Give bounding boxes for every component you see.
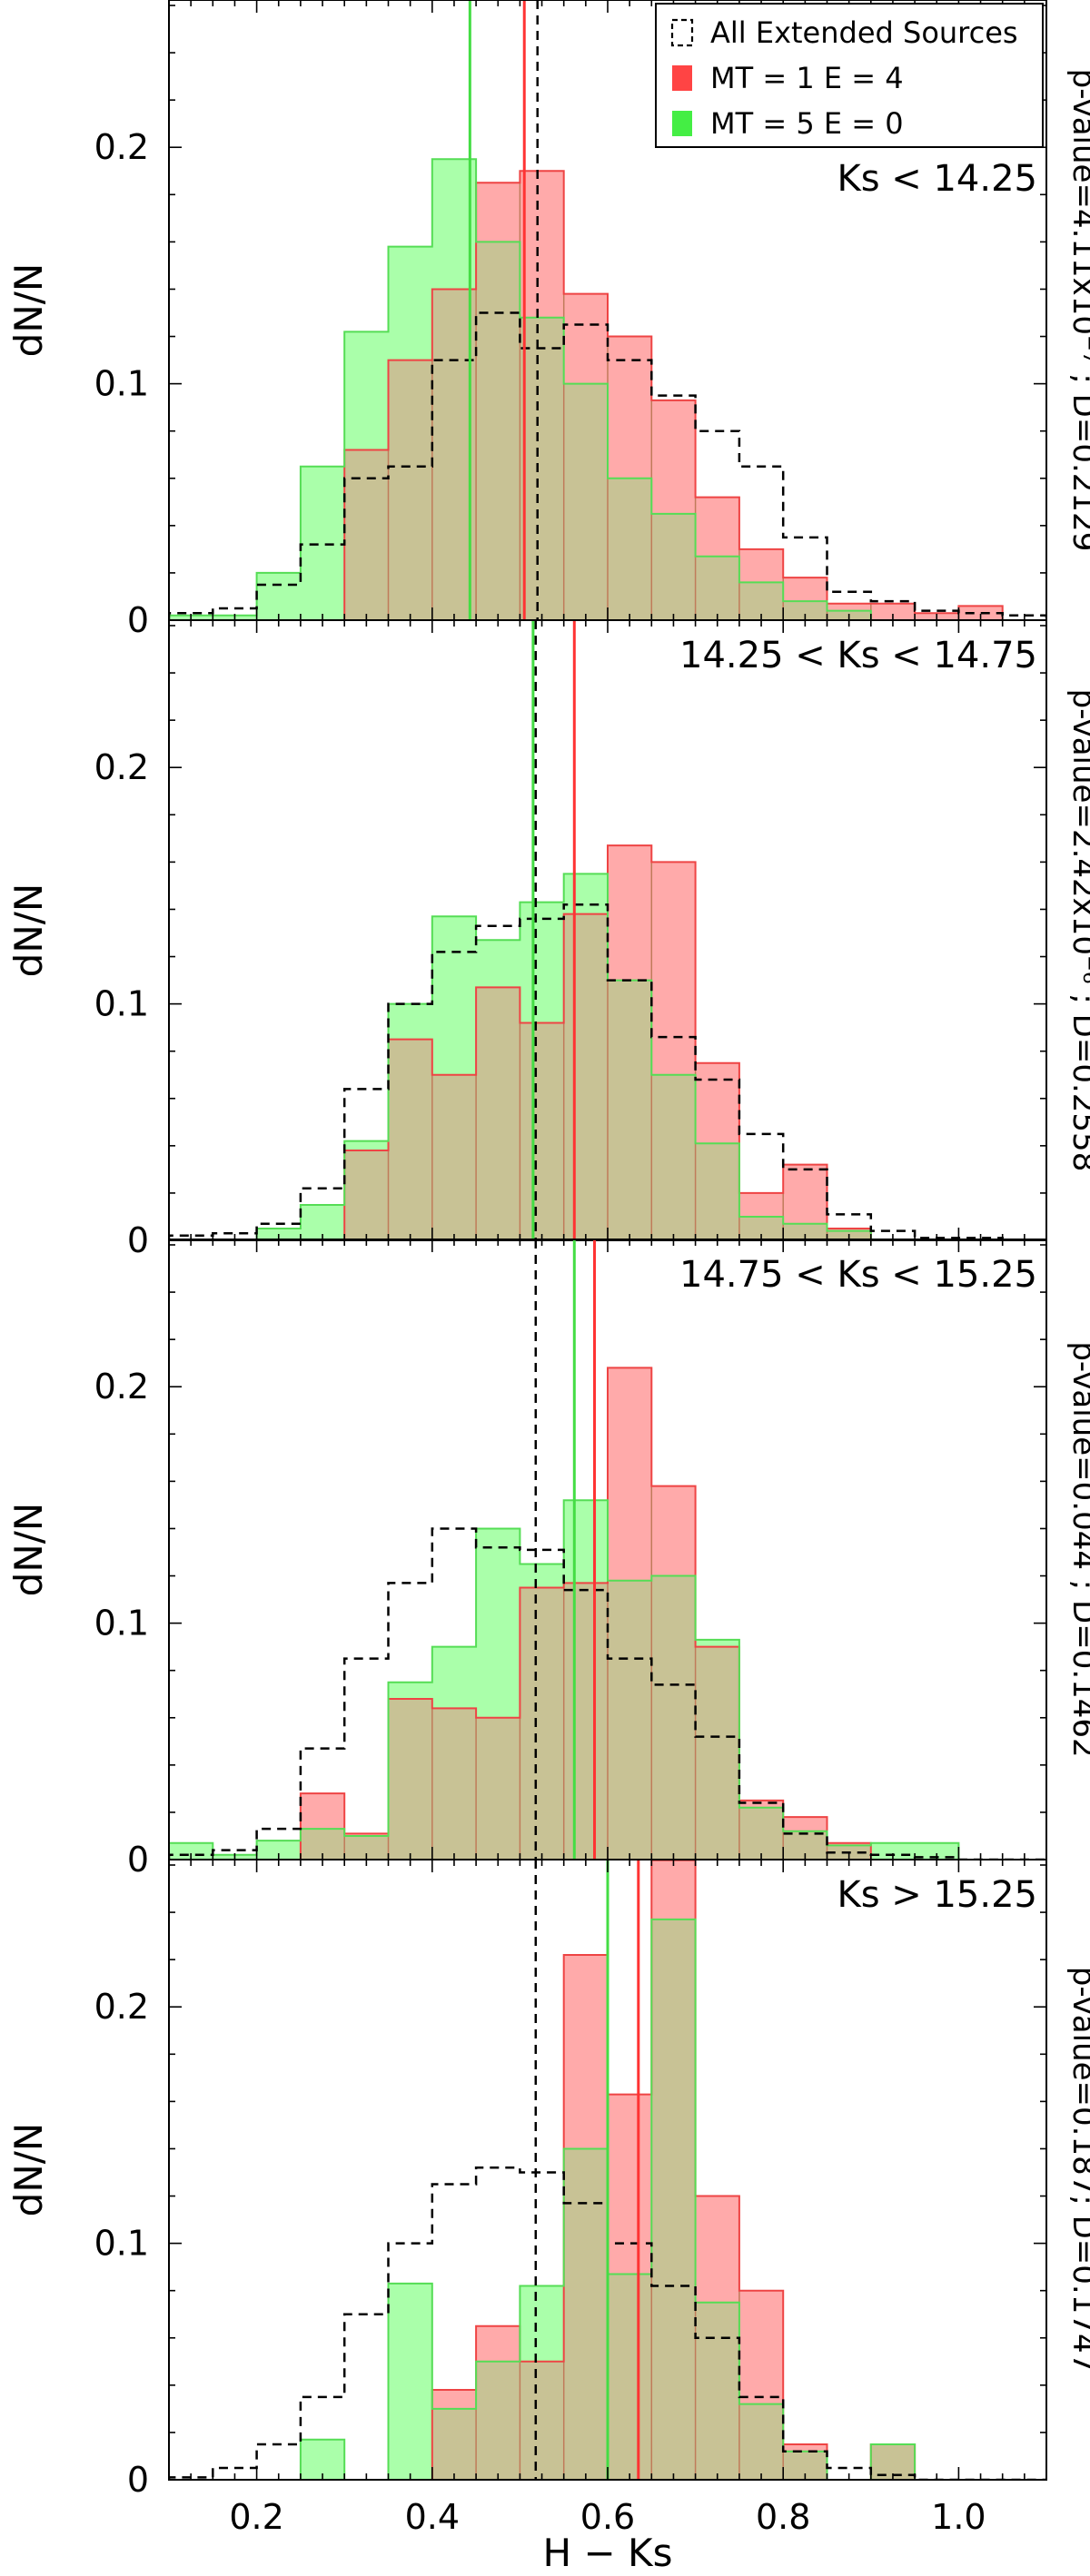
all-sources-dashed-outline (169, 2166, 1046, 2480)
legend-swatch-green (672, 111, 692, 136)
plot-area (169, 620, 1046, 1240)
panel-magnitude-label: Ks > 15.25 (837, 1874, 1037, 1916)
y-tick-label: 0 (127, 1220, 149, 1260)
y-tick-label: 0.1 (94, 364, 149, 404)
y-tick-label: 0.2 (94, 1987, 149, 2027)
panels-group: 0 0.1 0.2 dN/N Ks < 14.25 p-value=4.11x10⁻⁷ ;… (6, 0, 1090, 2537)
panel-4: 0 0.1 0.2 dN/N Ks > 15.25 p-value=0.187; D=0.… (6, 1859, 1090, 2537)
ks-test-stat-label: p-value=0.187; D=0.1747 (1065, 1967, 1090, 2374)
y-axis-title: dN/N (6, 2123, 51, 2217)
legend-swatch-red (672, 65, 692, 91)
all-sources-dashed-outline (169, 311, 1046, 620)
y-tick-label: 0.2 (94, 1367, 149, 1406)
y-axis-title: dN/N (6, 263, 51, 358)
legend-swatch-all-sources (670, 18, 694, 47)
panel-2: 0 0.1 0.2 dN/N 14.25 < Ks < 14.75 p-value=2.4… (6, 619, 1090, 1260)
ks-test-stat-label: p-value=2.42x10⁻⁶ ; D=0.2558 (1065, 689, 1090, 1172)
plot-area (169, 0, 1046, 620)
ks-test-stat-label: p-value=4.11x10⁻⁷ ; D=0.2129 (1065, 69, 1090, 552)
plot-area (169, 1860, 1046, 2480)
y-tick-label: 0.1 (94, 1604, 149, 1643)
plot-area (169, 1239, 1046, 1860)
green-hist-outline (169, 1499, 1046, 1860)
x-tick-label: 1.0 (931, 2497, 986, 2537)
legend-box (655, 3, 1044, 148)
y-tick-label: 0.1 (94, 2224, 149, 2264)
x-tick-label: 0.2 (229, 2497, 283, 2537)
panel-magnitude-label: Ks < 14.25 (837, 158, 1037, 200)
y-tick-label: 0.2 (94, 127, 149, 167)
red-hist-outline (169, 1367, 1046, 1860)
legend-label: MT = 1 E = 4 (710, 61, 904, 95)
y-tick-label: 0 (127, 2460, 149, 2500)
x-tick-label: 0.8 (756, 2497, 810, 2537)
panel-magnitude-label: 14.75 < Ks < 15.25 (679, 1254, 1037, 1296)
x-tick-label: 0.4 (405, 2497, 460, 2537)
ks-test-stat-label: p-value=0.044 ; D=0.1462 (1065, 1341, 1090, 1757)
legend: All Extended Sources MT = 1 E = 4 MT = 5 E… (655, 3, 1044, 148)
y-axis-title: dN/N (6, 1503, 51, 1597)
x-tick-label: 0.6 (580, 2497, 635, 2537)
green-hist-outline (169, 158, 1046, 620)
y-tick-label: 0.1 (94, 984, 149, 1024)
y-axis-title: dN/N (6, 883, 51, 978)
x-axis-title: H − Ks (543, 2531, 673, 2575)
legend-label: All Extended Sources (710, 15, 1018, 50)
y-tick-label: 0 (127, 1840, 149, 1880)
panel-3: 0 0.1 0.2 dN/N 14.75 < Ks < 15.25 p-value=0.0… (6, 1239, 1090, 1880)
panel-1: 0 0.1 0.2 dN/N Ks < 14.25 p-value=4.11x10⁻⁷ ;… (6, 0, 1090, 640)
y-tick-label: 0 (127, 600, 149, 640)
green-hist-outline (169, 873, 1046, 1240)
all-sources-dashed-outline (169, 1527, 1046, 1860)
legend-label: MT = 5 E = 0 (710, 106, 904, 141)
panel-magnitude-label: 14.25 < Ks < 14.75 (679, 635, 1037, 676)
y-tick-label: 0.2 (94, 747, 149, 787)
